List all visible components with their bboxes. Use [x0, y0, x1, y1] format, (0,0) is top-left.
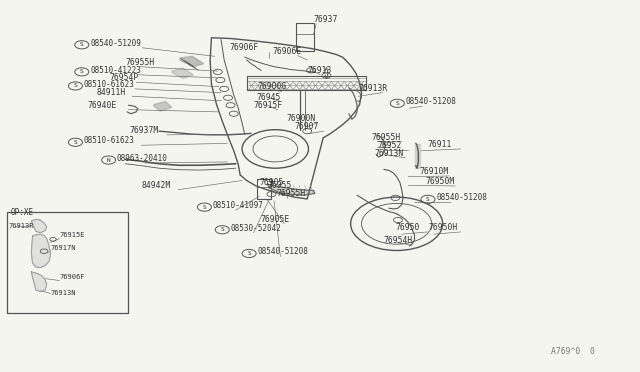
Text: 76906F: 76906F	[229, 43, 259, 52]
Text: S: S	[80, 42, 84, 47]
Text: 76917N: 76917N	[51, 245, 76, 251]
Text: 76955H: 76955H	[125, 58, 154, 67]
Text: 76954P: 76954P	[109, 73, 138, 82]
Text: 08540-51209: 08540-51209	[90, 39, 141, 48]
Text: 76913R: 76913R	[8, 223, 34, 229]
Text: 84911H: 84911H	[97, 88, 125, 97]
Text: A769^0  0: A769^0 0	[551, 347, 595, 356]
Polygon shape	[415, 144, 420, 168]
Text: 76915F: 76915F	[253, 101, 283, 110]
Text: 76905E: 76905E	[260, 215, 289, 224]
Text: 08510-61623: 08510-61623	[84, 136, 134, 145]
Text: 08510-61623: 08510-61623	[84, 80, 134, 89]
Text: 76906F: 76906F	[60, 275, 85, 280]
Text: 08540-51208: 08540-51208	[406, 97, 456, 106]
Text: 76913: 76913	[307, 66, 332, 75]
Text: 08510-41223: 08510-41223	[90, 66, 141, 75]
Text: 84942M: 84942M	[141, 181, 170, 190]
Text: 76937M: 76937M	[130, 126, 159, 135]
Text: S: S	[74, 83, 77, 89]
Polygon shape	[172, 68, 193, 78]
Text: 76954H: 76954H	[384, 236, 413, 245]
Text: 08510-41097: 08510-41097	[212, 201, 264, 210]
Text: 76940E: 76940E	[88, 101, 116, 110]
Text: 76945: 76945	[256, 93, 280, 102]
Text: 76900N: 76900N	[287, 114, 316, 123]
Text: S: S	[396, 101, 399, 106]
Polygon shape	[268, 184, 315, 195]
Text: 76906E: 76906E	[273, 46, 302, 55]
Text: S: S	[202, 205, 206, 210]
Text: S: S	[426, 197, 430, 202]
Text: 76955H: 76955H	[371, 132, 401, 141]
Text: 76915E: 76915E	[60, 232, 85, 238]
Text: 76937: 76937	[314, 15, 338, 24]
Text: 76913N: 76913N	[375, 149, 404, 158]
Text: 08540-51208: 08540-51208	[257, 247, 308, 256]
Text: 08540-51208: 08540-51208	[436, 193, 487, 202]
Polygon shape	[31, 272, 47, 292]
Text: 76900G: 76900G	[257, 83, 287, 92]
Text: S: S	[247, 251, 251, 256]
Text: 76913N: 76913N	[51, 290, 76, 296]
Text: S: S	[80, 69, 84, 74]
Text: S: S	[74, 140, 77, 145]
Text: 76913R: 76913R	[358, 84, 388, 93]
Text: N: N	[107, 158, 111, 163]
Polygon shape	[154, 102, 172, 111]
Text: 76950H: 76950H	[429, 223, 458, 232]
Text: 76955H: 76955H	[276, 189, 306, 198]
Text: 08530-52042: 08530-52042	[230, 224, 282, 233]
Text: 08963-20410: 08963-20410	[117, 154, 168, 163]
Text: 76950: 76950	[396, 223, 420, 232]
Polygon shape	[179, 56, 204, 67]
Text: 76911: 76911	[428, 140, 452, 149]
Bar	[7, 212, 129, 313]
Text: S: S	[220, 227, 224, 232]
Polygon shape	[31, 234, 51, 267]
Text: 76907: 76907	[294, 122, 319, 131]
Polygon shape	[31, 219, 47, 233]
Text: 76950M: 76950M	[426, 177, 454, 186]
Text: 76905: 76905	[259, 178, 284, 187]
Text: 76955: 76955	[268, 181, 292, 190]
Text: OP:XE: OP:XE	[11, 208, 34, 217]
Text: 76952: 76952	[378, 141, 402, 150]
Text: 76910M: 76910M	[419, 167, 448, 176]
